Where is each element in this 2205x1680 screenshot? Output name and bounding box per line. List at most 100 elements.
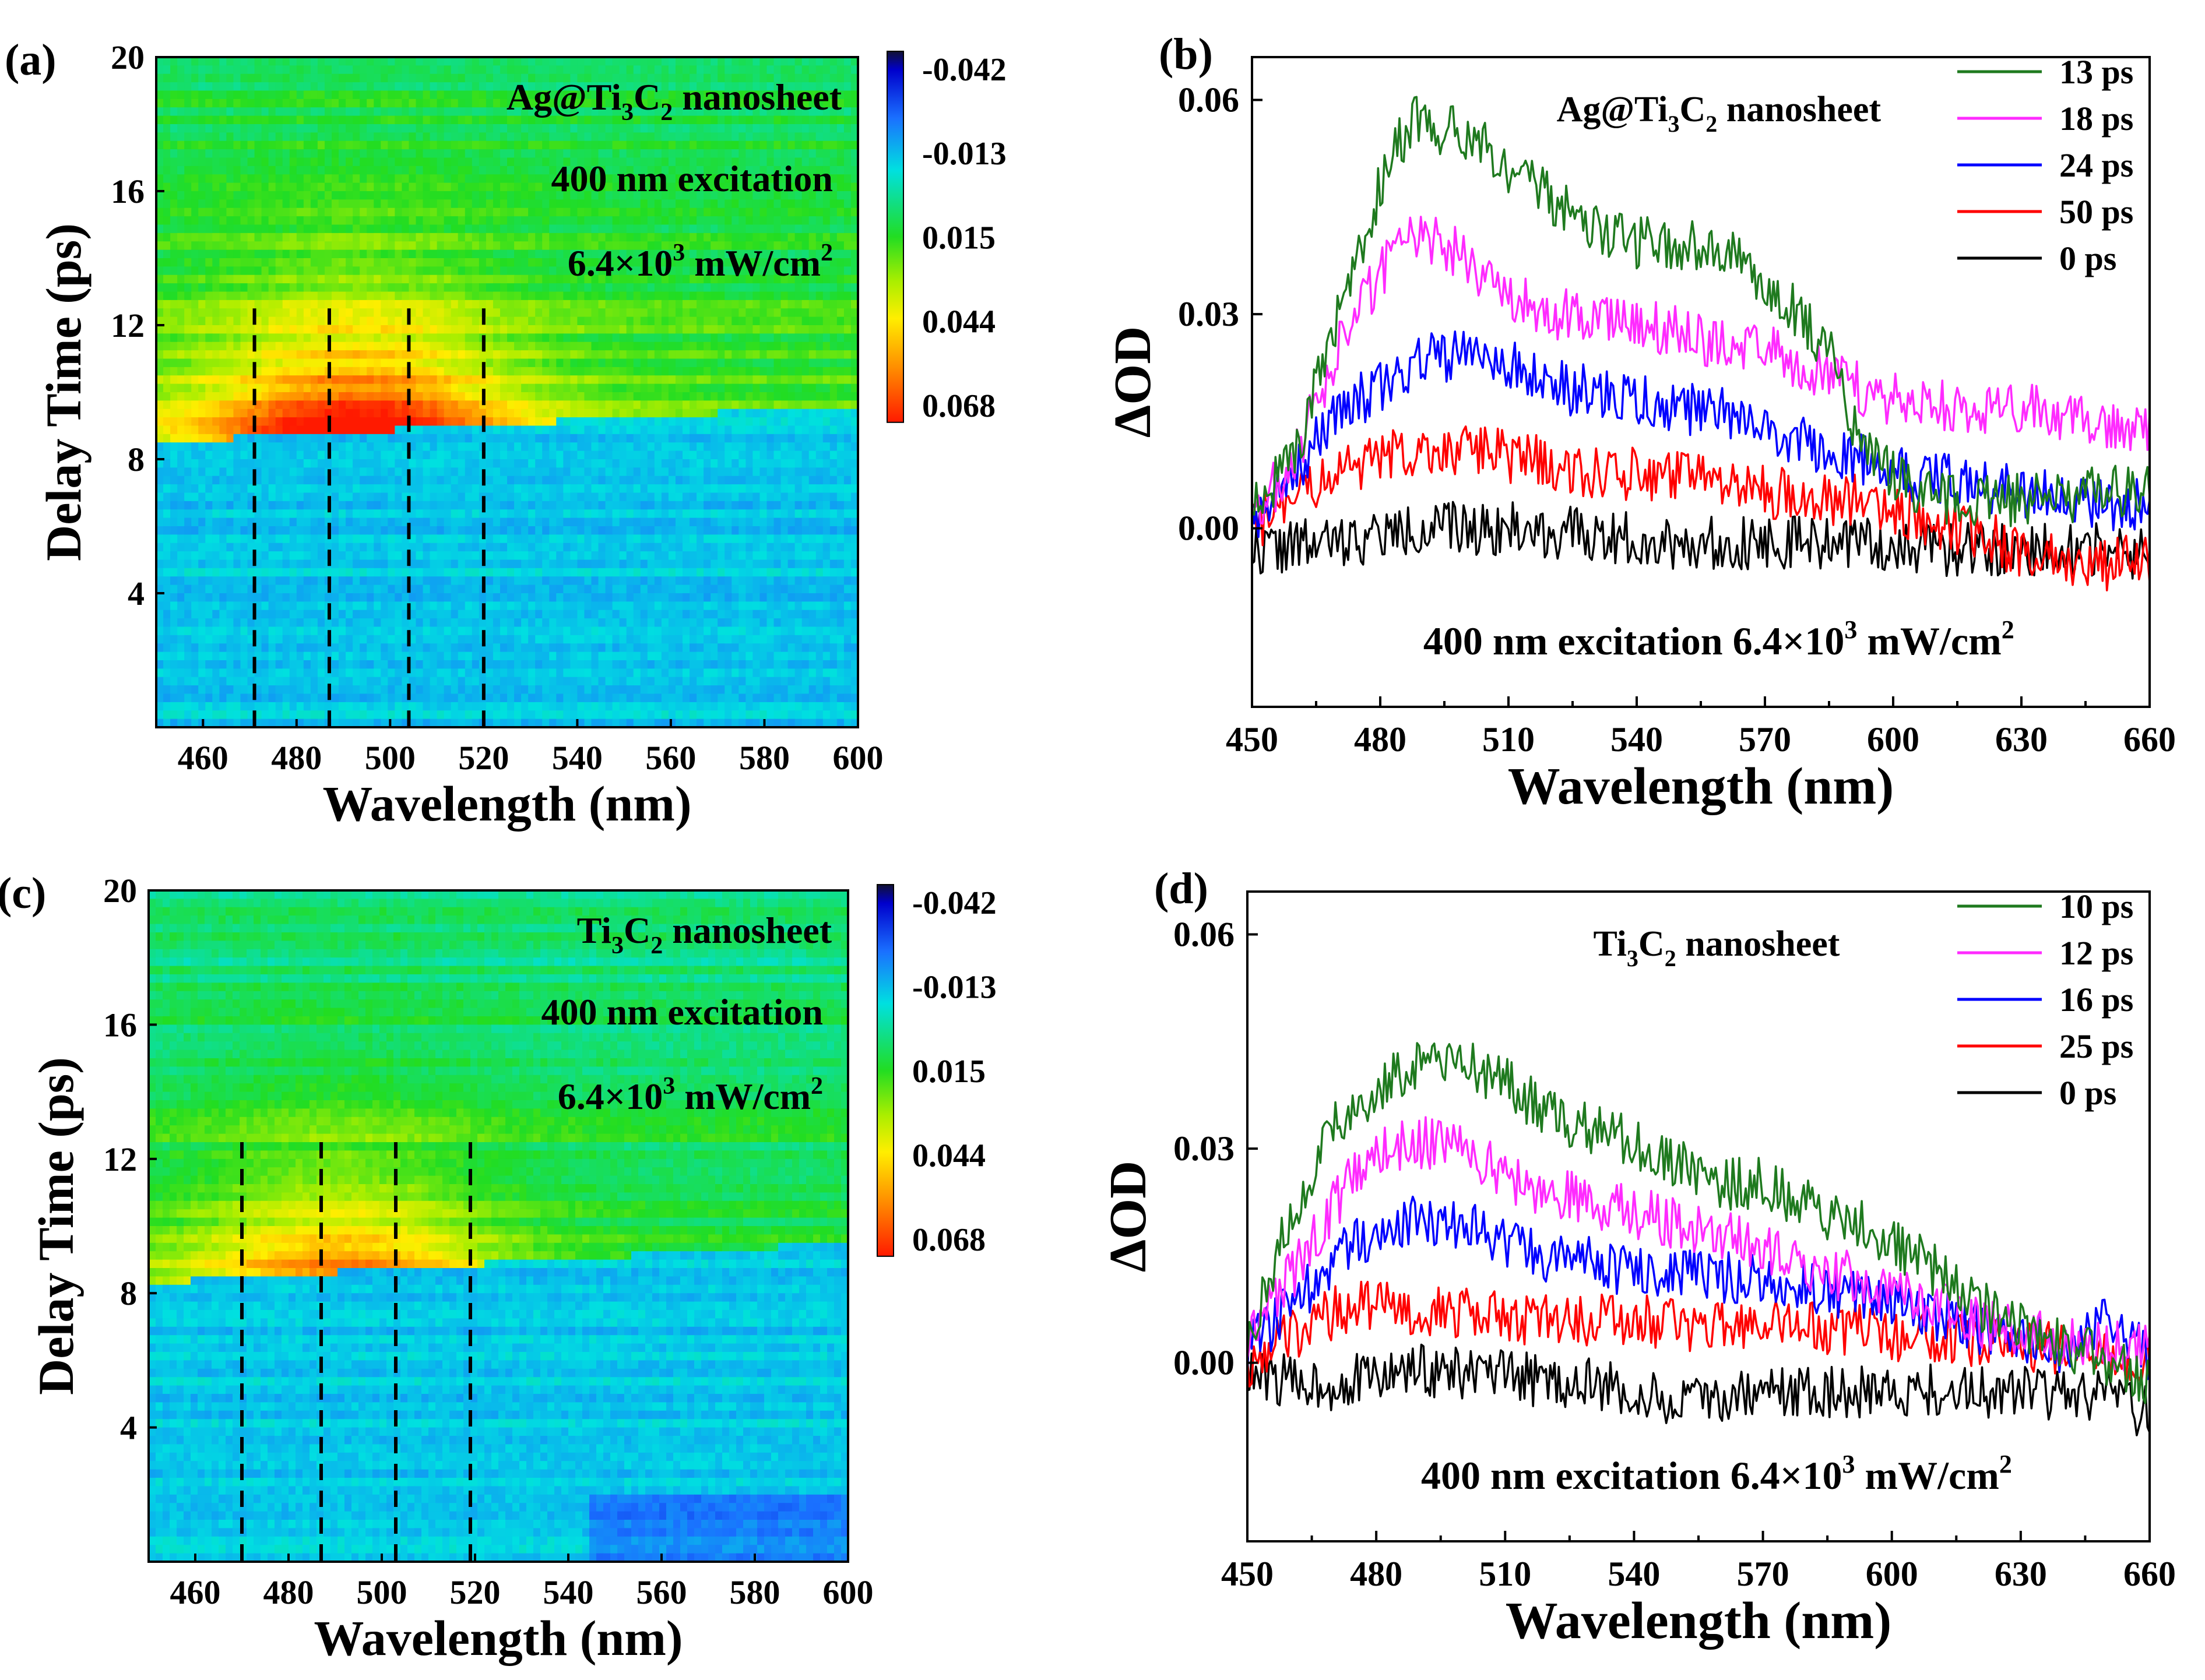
heatmap-cell <box>184 341 192 351</box>
heatmap-cell <box>296 450 304 460</box>
heatmap-cell <box>549 249 557 259</box>
heatmap-cell <box>718 375 725 385</box>
heatmap-cell <box>612 165 620 175</box>
heatmap-cell <box>605 383 613 393</box>
heatmap-cell <box>752 341 761 351</box>
heatmap-cell <box>360 325 367 334</box>
heatmap-cell <box>437 291 445 301</box>
heatmap-cell <box>332 165 339 175</box>
heatmap-cell <box>598 341 606 351</box>
heatmap-cell <box>388 140 395 150</box>
heatmap-cell <box>479 73 487 83</box>
heatmap-cell <box>766 442 775 452</box>
heatmap-cell <box>219 258 227 267</box>
heatmap-cell <box>198 300 206 309</box>
heatmap-cell <box>226 333 234 343</box>
heatmap-cell <box>528 165 536 175</box>
heatmap-cell <box>675 408 683 418</box>
heatmap-cell <box>198 115 206 125</box>
heatmap-cell <box>822 350 831 360</box>
heatmap-cell <box>170 358 178 368</box>
heatmap-cell <box>563 417 571 427</box>
heatmap-cell <box>177 417 185 427</box>
heatmap-cell <box>759 316 768 326</box>
heatmap-cell <box>766 174 775 184</box>
heatmap-cell <box>766 165 775 175</box>
heatmap-cell <box>822 165 831 175</box>
heatmap-cell <box>626 165 634 175</box>
heatmap-cell <box>339 300 346 309</box>
heatmap-cell <box>360 392 367 401</box>
heatmap-cell <box>388 157 395 167</box>
heatmap-cell <box>794 400 803 410</box>
heatmap-cell <box>745 124 753 133</box>
heatmap-cell <box>801 383 810 393</box>
heatmap-cell <box>759 375 768 385</box>
heatmap-cell <box>718 124 725 133</box>
heatmap-cell <box>542 73 550 83</box>
heatmap-cell <box>556 358 564 368</box>
heatmap-cell <box>507 98 515 108</box>
heatmap-cell <box>570 375 578 385</box>
heatmap-cell <box>577 132 585 142</box>
heatmap-cell <box>156 191 164 200</box>
heatmap-cell <box>233 165 241 175</box>
heatmap-cell <box>177 459 185 468</box>
heatmap-cell <box>577 308 585 318</box>
heatmap-cell <box>563 434 571 443</box>
heatmap-cell <box>507 107 515 117</box>
heatmap-cell <box>353 191 360 200</box>
heatmap-cell <box>240 57 248 66</box>
heatmap-cell <box>423 57 431 66</box>
heatmap-cell <box>353 249 360 259</box>
heatmap-cell <box>247 434 255 443</box>
heatmap-cell <box>332 249 339 259</box>
heatmap-cell <box>402 241 410 251</box>
heatmap-cell <box>773 408 782 418</box>
heatmap-cell <box>465 316 473 326</box>
heatmap-cell <box>640 350 648 360</box>
heatmap-cell <box>388 300 395 309</box>
heatmap-cell <box>416 350 424 360</box>
heatmap-cell <box>486 392 494 401</box>
heatmap-cell <box>303 450 311 460</box>
heatmap-cell <box>732 467 739 477</box>
heatmap-cell <box>254 241 262 251</box>
heatmap-cell <box>416 249 424 259</box>
heatmap-cell <box>801 165 810 175</box>
heatmap-cell <box>430 400 438 410</box>
heatmap-cell <box>219 73 227 83</box>
heatmap-cell <box>465 467 473 477</box>
heatmap-cell <box>486 149 494 159</box>
heatmap-cell <box>324 124 332 133</box>
heatmap-cell <box>690 333 697 343</box>
heatmap-cell <box>416 241 424 251</box>
heatmap-cell <box>507 115 515 125</box>
heatmap-cell <box>718 459 725 468</box>
heatmap-cell <box>430 258 438 267</box>
heatmap-cell <box>226 383 234 393</box>
heatmap-cell <box>711 207 718 217</box>
heatmap-cell <box>367 65 374 75</box>
heatmap-cell <box>479 249 487 259</box>
heatmap-cell <box>289 283 297 293</box>
heatmap-cell <box>584 207 592 217</box>
heatmap-cell <box>690 149 697 159</box>
heatmap-cell <box>647 233 655 242</box>
heatmap-cell <box>374 425 381 435</box>
heatmap-cell <box>647 408 655 418</box>
heatmap-cell <box>836 149 845 159</box>
heatmap-cell <box>303 149 311 159</box>
heatmap-cell <box>690 233 697 242</box>
heatmap-cell <box>801 124 810 133</box>
heatmap-cell <box>780 350 789 360</box>
heatmap-cell <box>163 124 171 133</box>
heatmap-cell <box>683 199 690 209</box>
heatmap-cell <box>745 207 753 217</box>
heatmap-cell <box>514 341 522 351</box>
heatmap-cell <box>381 316 388 326</box>
heatmap-cell <box>163 442 171 452</box>
heatmap-cell <box>745 73 753 83</box>
heatmap-cell <box>374 182 381 192</box>
heatmap-cell <box>451 274 459 284</box>
